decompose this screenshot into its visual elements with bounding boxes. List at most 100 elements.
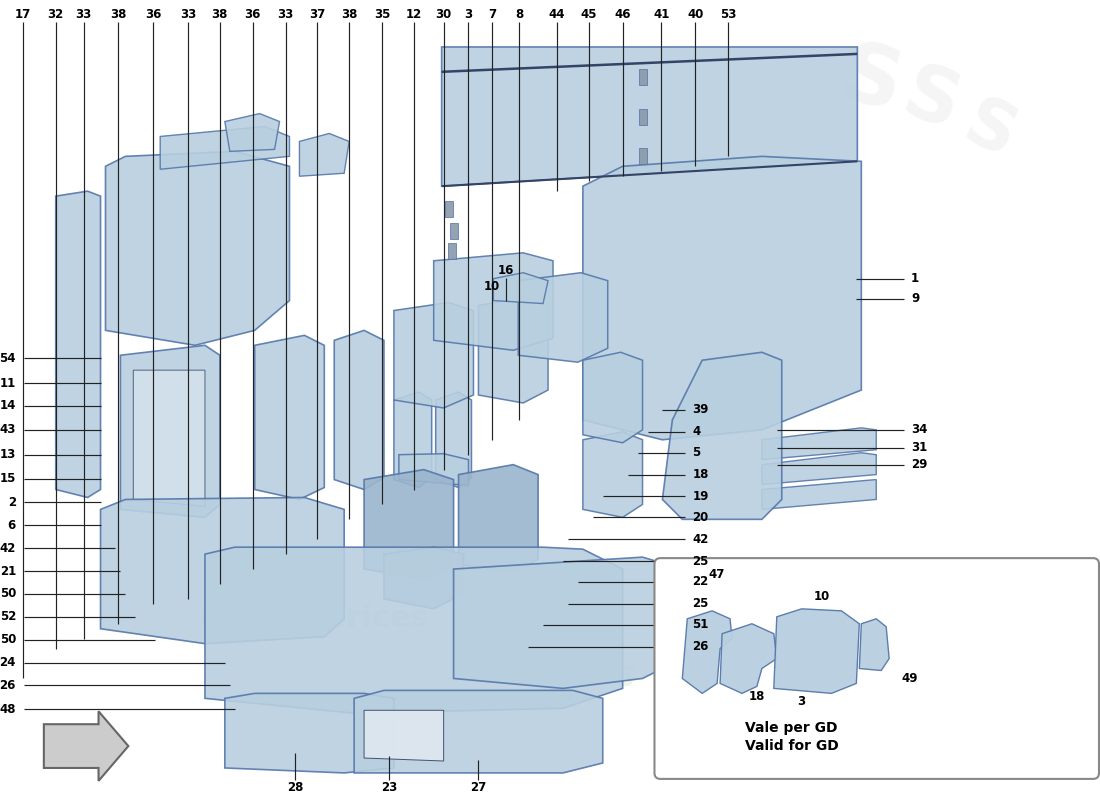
Polygon shape <box>205 547 623 714</box>
Polygon shape <box>518 273 607 362</box>
Polygon shape <box>161 126 289 170</box>
Text: 6: 6 <box>8 519 16 532</box>
Polygon shape <box>120 346 220 518</box>
Text: 36: 36 <box>145 8 162 21</box>
Polygon shape <box>773 609 859 694</box>
Polygon shape <box>224 114 279 151</box>
Polygon shape <box>583 432 642 518</box>
Text: 8: 8 <box>515 8 524 21</box>
Text: 31: 31 <box>911 442 927 454</box>
Text: 51: 51 <box>692 618 708 631</box>
Text: 19: 19 <box>692 490 708 503</box>
Text: 3: 3 <box>798 695 805 708</box>
Polygon shape <box>762 453 877 485</box>
Text: 10: 10 <box>483 280 499 293</box>
Text: 32: 32 <box>47 8 64 21</box>
Polygon shape <box>394 392 431 487</box>
Text: 33: 33 <box>277 8 294 21</box>
Text: 50: 50 <box>0 633 16 646</box>
Text: S: S <box>892 58 969 146</box>
Text: 29: 29 <box>911 458 927 471</box>
Text: 24: 24 <box>0 656 16 669</box>
Text: 18: 18 <box>692 468 708 481</box>
Text: 26: 26 <box>692 640 708 653</box>
Text: 47: 47 <box>708 567 725 581</box>
Polygon shape <box>44 711 129 781</box>
Text: 33: 33 <box>180 8 196 21</box>
Text: 25: 25 <box>692 598 708 610</box>
Polygon shape <box>106 151 289 346</box>
Text: 1: 1 <box>911 272 920 285</box>
Text: 40: 40 <box>688 8 703 21</box>
Text: Valid for GD: Valid for GD <box>745 739 838 753</box>
Polygon shape <box>662 352 782 519</box>
Polygon shape <box>453 557 682 689</box>
Text: 45: 45 <box>581 8 597 21</box>
Polygon shape <box>639 109 647 125</box>
Polygon shape <box>441 47 857 186</box>
Text: Vale per GD: Vale per GD <box>746 721 838 735</box>
Text: 14: 14 <box>0 399 16 413</box>
Polygon shape <box>364 710 443 761</box>
Text: 4: 4 <box>692 426 701 438</box>
Polygon shape <box>334 330 384 490</box>
Text: 46: 46 <box>615 8 631 21</box>
Polygon shape <box>399 454 469 486</box>
Text: 30: 30 <box>436 8 452 21</box>
Text: 11: 11 <box>0 377 16 390</box>
Text: 35: 35 <box>374 8 390 21</box>
Polygon shape <box>354 690 603 773</box>
Polygon shape <box>450 223 458 239</box>
Polygon shape <box>762 479 877 510</box>
Text: 42: 42 <box>692 533 708 546</box>
Polygon shape <box>639 148 647 164</box>
Polygon shape <box>364 470 453 579</box>
Text: 22: 22 <box>692 575 708 589</box>
Polygon shape <box>639 69 647 85</box>
Text: 38: 38 <box>110 8 126 21</box>
Polygon shape <box>583 156 861 440</box>
Text: 44: 44 <box>549 8 565 21</box>
Polygon shape <box>583 352 642 442</box>
Text: 2: 2 <box>8 496 16 509</box>
Polygon shape <box>100 498 344 644</box>
Text: 28: 28 <box>287 782 304 794</box>
Polygon shape <box>433 253 553 350</box>
Text: 9: 9 <box>911 292 920 305</box>
Text: 23: 23 <box>381 782 397 794</box>
Polygon shape <box>56 191 100 498</box>
Text: 26: 26 <box>0 679 16 692</box>
Polygon shape <box>720 624 777 694</box>
Polygon shape <box>459 465 538 574</box>
Polygon shape <box>299 134 349 176</box>
Text: 5: 5 <box>692 446 701 459</box>
Text: 42: 42 <box>0 542 16 554</box>
Text: 43: 43 <box>0 423 16 436</box>
Polygon shape <box>133 370 205 506</box>
Text: S: S <box>954 90 1027 173</box>
Text: 37: 37 <box>309 8 326 21</box>
Text: since 1985: since 1985 <box>469 623 638 694</box>
Polygon shape <box>682 611 732 694</box>
Text: S: S <box>832 35 911 129</box>
Text: 15: 15 <box>0 472 16 485</box>
Text: 48: 48 <box>0 702 16 716</box>
Text: 36: 36 <box>244 8 261 21</box>
Text: 54: 54 <box>0 352 16 365</box>
Polygon shape <box>444 201 452 217</box>
Text: 38: 38 <box>211 8 228 21</box>
Polygon shape <box>394 302 473 408</box>
Polygon shape <box>478 298 548 403</box>
Text: 3: 3 <box>464 8 473 21</box>
FancyBboxPatch shape <box>654 558 1099 779</box>
Text: 16: 16 <box>498 264 515 278</box>
Polygon shape <box>448 243 455 258</box>
Polygon shape <box>224 694 394 773</box>
Text: 13: 13 <box>0 448 16 461</box>
Text: 50: 50 <box>0 587 16 601</box>
Text: 49: 49 <box>901 672 917 685</box>
Text: 21: 21 <box>0 565 16 578</box>
Text: 20: 20 <box>692 511 708 524</box>
Text: 17: 17 <box>14 8 31 21</box>
Text: 39: 39 <box>692 403 708 417</box>
